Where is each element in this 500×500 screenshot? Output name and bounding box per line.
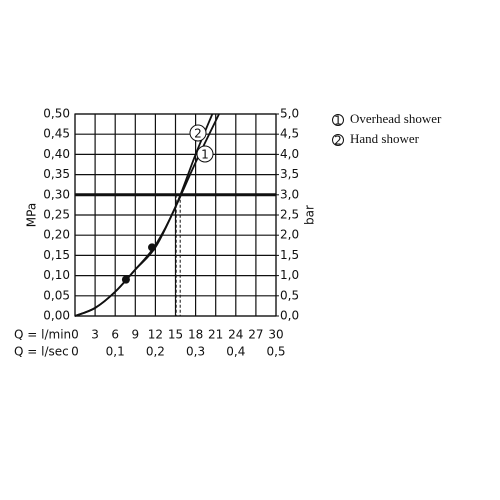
x2-tick-label: 0,2 <box>146 345 165 359</box>
legend-label: Overhead shower <box>350 111 442 126</box>
y2-tick-label: 4,0 <box>280 147 299 161</box>
legend-label: Hand shower <box>350 131 420 146</box>
y2-axis-label: bar <box>303 205 317 225</box>
legend-symbol-text: 1 <box>334 114 342 128</box>
x-tick-label: 18 <box>188 328 203 342</box>
y-tick-label: 0,05 <box>43 288 70 302</box>
y2-tick-label: 2,5 <box>280 208 299 222</box>
y2-tick-label: 3,5 <box>280 167 299 181</box>
y-tick-label: 0,40 <box>43 147 70 161</box>
marker <box>148 243 157 252</box>
y-tick-label: 0,50 <box>43 107 70 121</box>
y-tick-label: 0,15 <box>43 248 70 262</box>
y-tick-label: 0,10 <box>43 268 70 282</box>
legend-symbol-text: 2 <box>334 134 342 148</box>
y2-tick-label: 0,0 <box>280 309 299 323</box>
curve-label-circle <box>189 124 207 142</box>
x2-tick-label: 0,1 <box>106 345 125 359</box>
x2-tick-label: 0,5 <box>266 345 285 359</box>
y-tick-label: 0,20 <box>43 228 70 242</box>
legend-symbol <box>332 114 344 126</box>
y-tick-label: 0,00 <box>43 309 70 323</box>
plot-border <box>74 113 277 317</box>
y2-tick-label: 5,0 <box>280 107 299 121</box>
legend-symbol <box>332 134 344 146</box>
x2-axis-label: Q = l/sec <box>14 345 69 359</box>
y2-tick-label: 1,0 <box>280 268 299 282</box>
x-tick-label: 21 <box>208 328 223 342</box>
x-tick-label: 24 <box>228 328 243 342</box>
x-tick-label: 6 <box>111 328 119 342</box>
x-tick-label: 12 <box>148 328 163 342</box>
y-tick-label: 0,35 <box>43 167 70 181</box>
x-tick-label: 9 <box>131 328 139 342</box>
x-tick-label: 3 <box>91 328 99 342</box>
y-tick-label: 0,30 <box>43 187 70 201</box>
x-tick-label: 27 <box>248 328 263 342</box>
x-tick-label: 15 <box>168 328 183 342</box>
y2-tick-label: 2,0 <box>280 228 299 242</box>
x2-tick-label: 0,4 <box>226 345 245 359</box>
x-tick-label: 0 <box>71 328 79 342</box>
y2-tick-label: 1,5 <box>280 248 299 262</box>
y-axis-label: MPa <box>25 203 39 227</box>
series-line <box>74 113 214 317</box>
x-axis-label: Q = l/min <box>14 328 71 342</box>
x-tick-label: 30 <box>268 328 283 342</box>
y-tick-label: 0,45 <box>43 127 70 141</box>
x2-tick-label: 0 <box>71 345 79 359</box>
y2-tick-label: 0,5 <box>280 288 299 302</box>
y2-tick-label: 4,5 <box>280 127 299 141</box>
curve-label: 1 <box>201 148 209 162</box>
x2-tick-label: 0,3 <box>186 345 205 359</box>
marker <box>121 275 130 284</box>
y-tick-label: 0,25 <box>43 208 70 222</box>
curve-label: 2 <box>194 127 202 141</box>
y2-tick-label: 3,0 <box>280 187 299 201</box>
curve-label-circle <box>196 145 214 163</box>
